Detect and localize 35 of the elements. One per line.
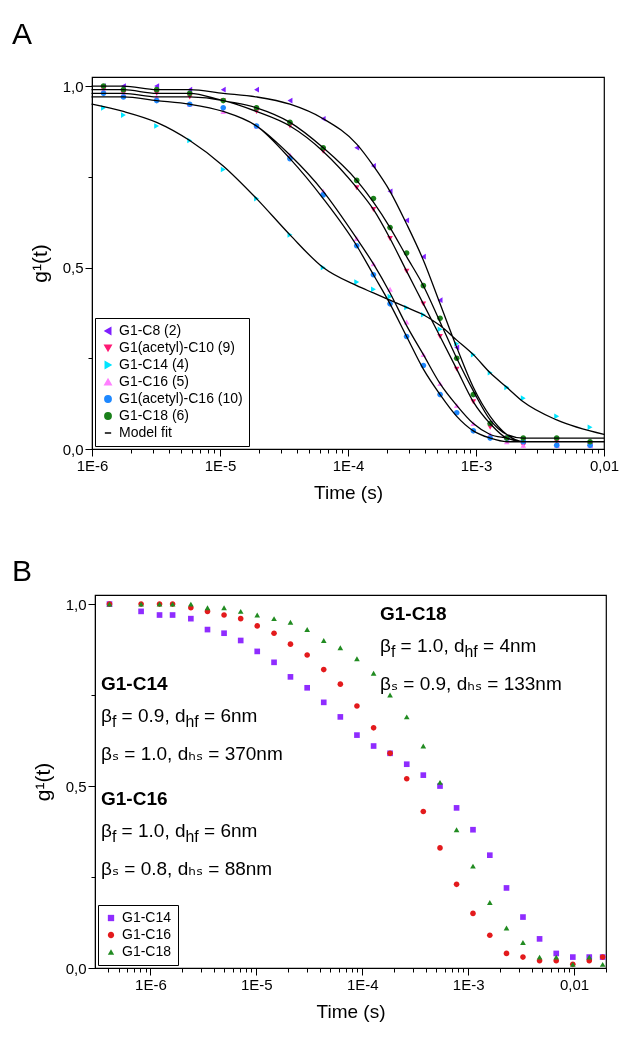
x-tick-label: 1E-6: [135, 975, 167, 993]
legend-label: G1-C14 (4): [119, 356, 190, 372]
annotation: G1-C18 β$_{f}$ = 1.0, d$_{hf}$ = 4nm βₛ = 0.9, dₕₛ = 133nm: [380, 602, 562, 696]
legend-label: G1-C18 (6): [119, 407, 190, 423]
x-tick-label: 0,01: [560, 975, 590, 993]
x-axis-title: Time (s): [316, 1000, 386, 1022]
y-tick-label: 0,5: [62, 259, 84, 277]
legend-label: G1-C18: [122, 943, 172, 959]
legend-label: G1-C16: [122, 926, 172, 942]
chart-title: A: [12, 17, 33, 50]
annotation: G1-C16 β$_{f}$ = 1.0, d$_{hf}$ = 6nm βₛ = 0.8, dₕₛ = 88nm: [101, 787, 273, 881]
legend-label: Model fit: [119, 424, 173, 440]
legend-label: G1(acetyl)-C10 (9): [119, 339, 235, 355]
legend-label: G1-C16 (5): [119, 373, 190, 389]
y-tick-label: 0,5: [65, 777, 87, 795]
legend-label: G1(acetyl)-C16 (10): [119, 390, 243, 406]
x-tick-label: 0,01: [589, 456, 620, 474]
x-tick-label: 1E-3: [452, 975, 485, 993]
y-axis-title: g¹(t): [27, 244, 51, 283]
legend-label: G1-C14: [122, 909, 172, 925]
legend-label: G1-C8 (2): [119, 322, 182, 338]
y-tick-label: 1,0: [65, 595, 87, 613]
y-tick-label: 0,0: [62, 440, 84, 458]
y-axis-title: g¹(t): [30, 762, 54, 802]
x-tick-label: 1E-3: [460, 456, 493, 474]
annotation: G1-C14 β$_{f}$ = 0.9, d$_{hf}$ = 6nm βₛ = 1.0, dₕₛ = 370nm: [101, 672, 283, 766]
chart-title: B: [12, 554, 33, 587]
x-tick-label: 1E-5: [240, 975, 273, 993]
y-tick-label: 1,0: [62, 77, 84, 95]
x-tick-label: 1E-5: [204, 456, 237, 474]
x-tick-label: 1E-4: [332, 456, 365, 474]
y-tick-label: 0,0: [65, 959, 87, 977]
x-axis-title: Time (s): [314, 481, 383, 503]
x-tick-label: 1E-6: [76, 456, 109, 474]
x-tick-label: 1E-4: [346, 975, 379, 993]
